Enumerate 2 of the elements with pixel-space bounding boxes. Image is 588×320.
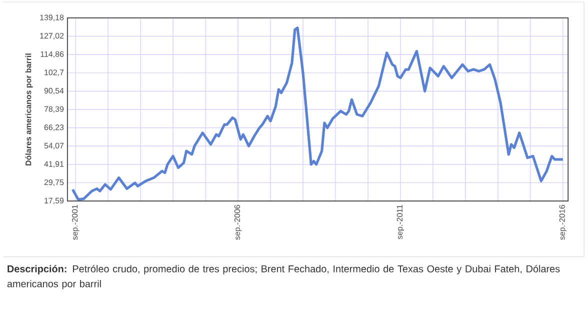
text: Descripción: Petróleo crudo, promedio de tres precios; Brent Fechado, Intermedio de Texas Oeste y Dubai Fateh, Dólares americanos por barril	[7, 264, 560, 290]
line-series	[71, 26, 564, 200]
